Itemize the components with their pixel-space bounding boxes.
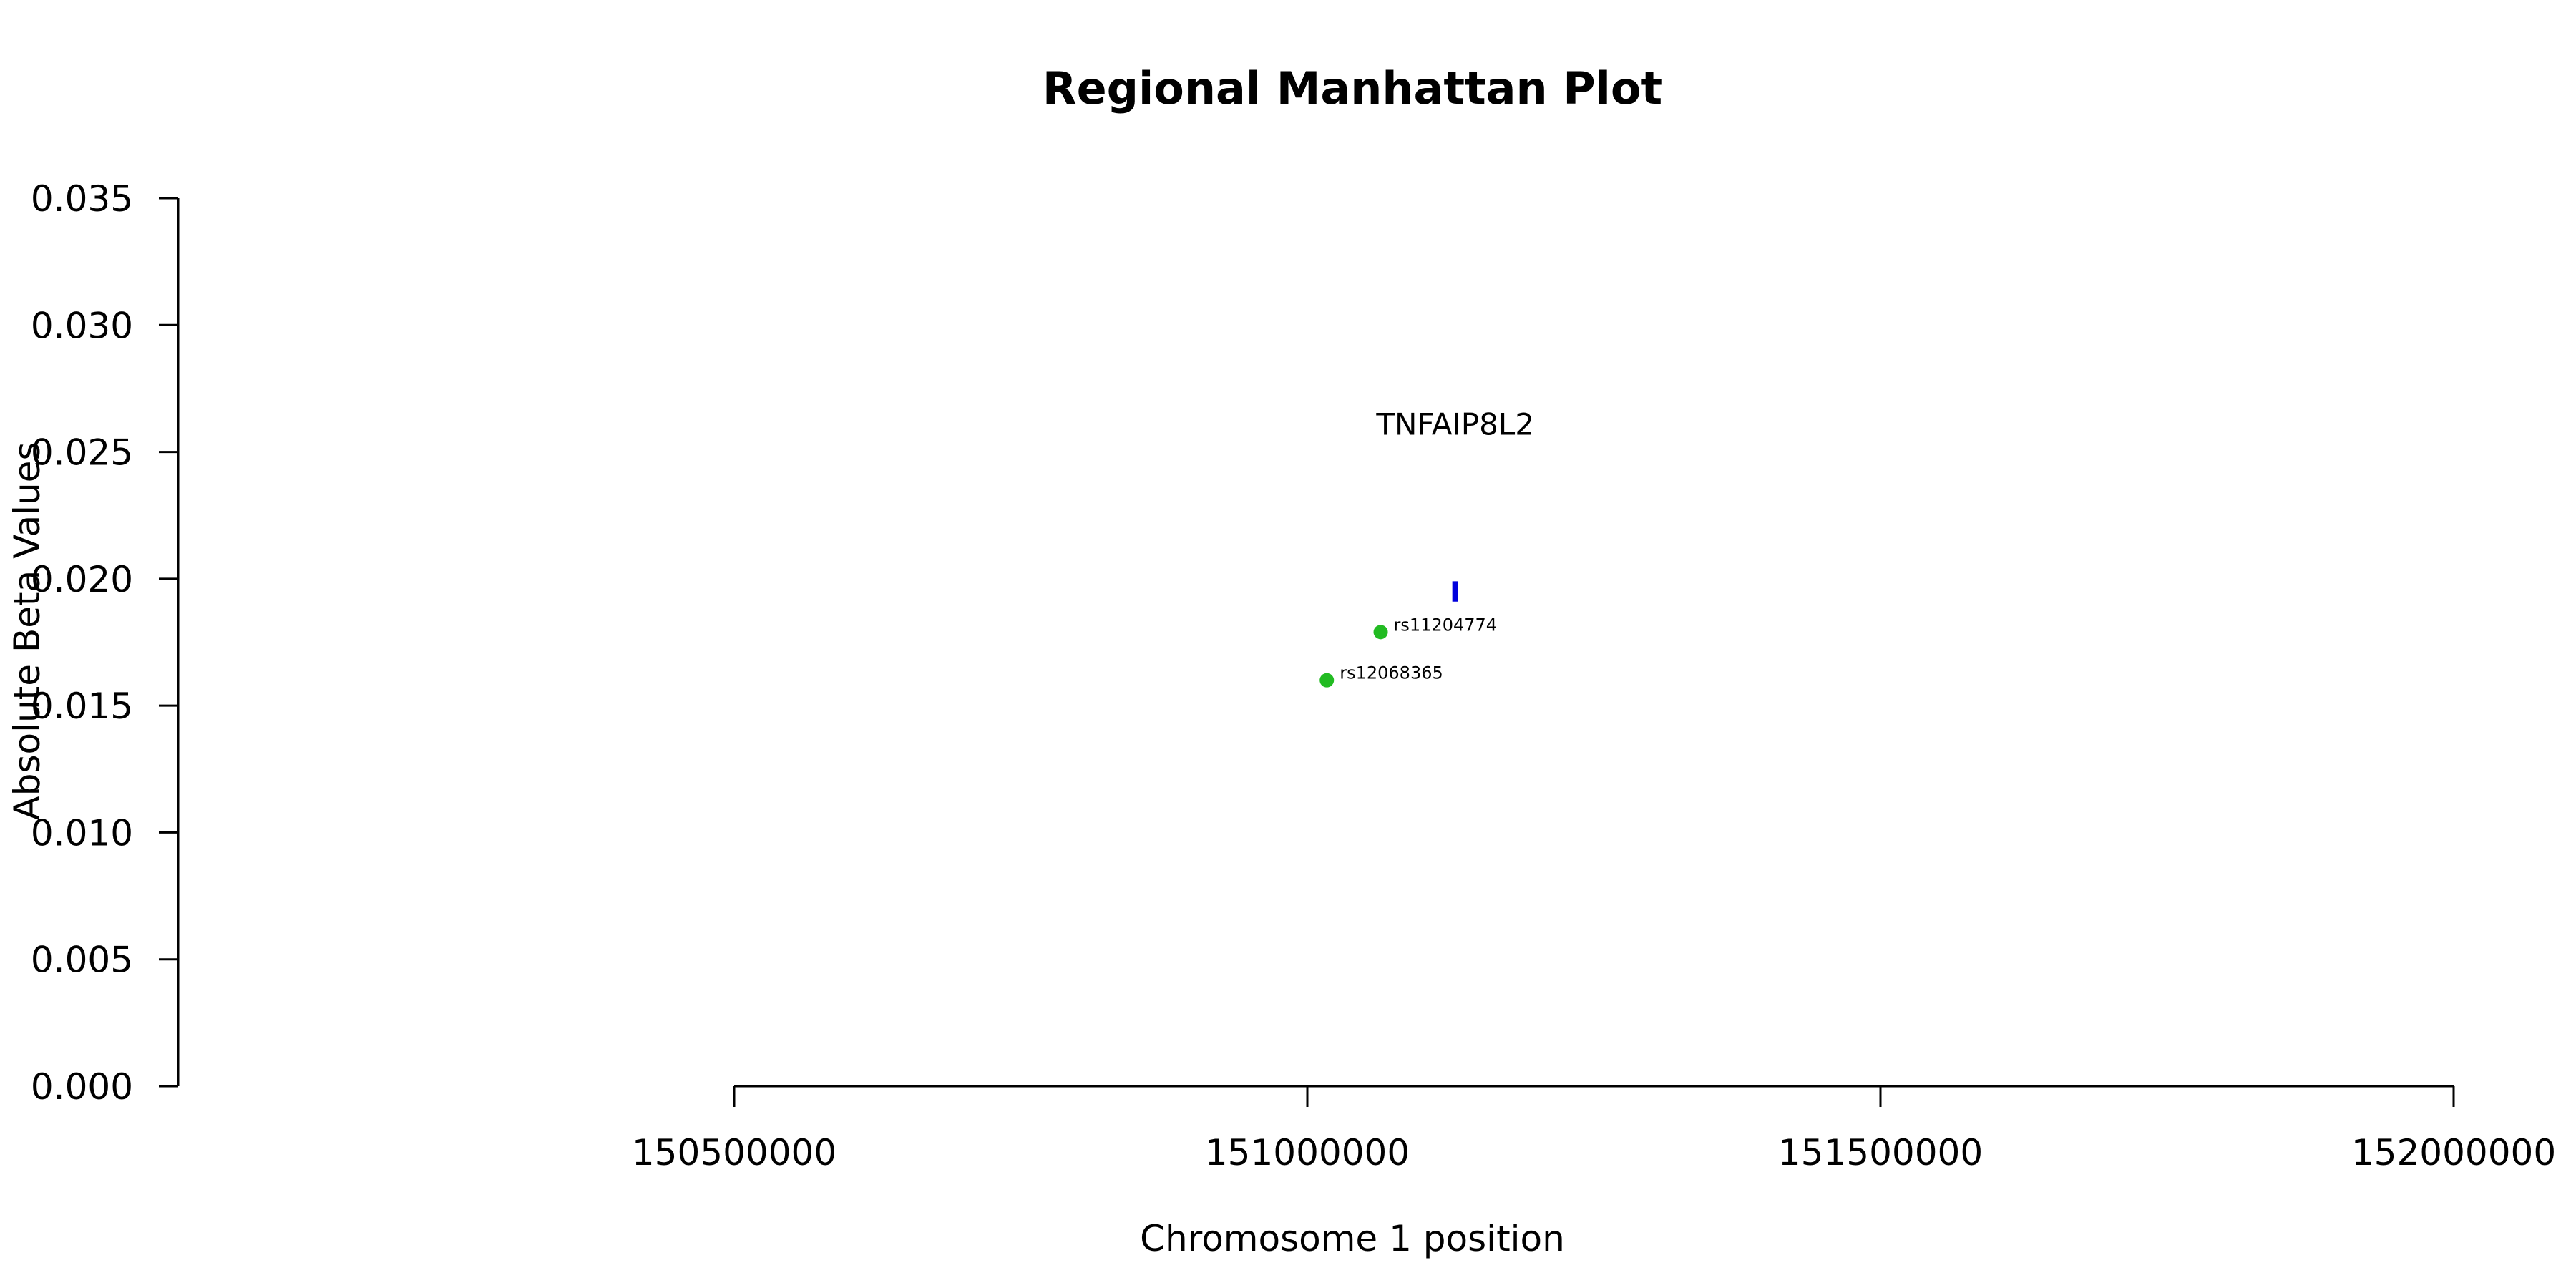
x-tick-label: 152000000	[2351, 1132, 2556, 1174]
snp-point	[1319, 673, 1335, 688]
x-axis: 150500000 151000000 151500000 152000000	[632, 1085, 2556, 1174]
plot-marks: TNFAIP8L2 rs11204774 rs12068365	[1319, 407, 1534, 688]
snp-label: rs11204774	[1394, 615, 1498, 635]
y-tick-label: 0.015	[31, 686, 133, 727]
y-axis: 0.000 0.005 0.010 0.015 0.020 0.025 0.030 0.035	[31, 178, 180, 1108]
x-axis-label: Chromosome 1 position	[1140, 1218, 1565, 1259]
x-tick-label: 151500000	[1778, 1132, 1983, 1174]
snp-label: rs12068365	[1340, 663, 1443, 683]
y-tick-label: 0.025	[31, 432, 133, 474]
y-tick-label: 0.035	[31, 178, 133, 220]
y-axis-label: Absolute Beta Values	[6, 442, 48, 821]
y-tick-label: 0.000	[31, 1066, 133, 1108]
gene-label: TNFAIP8L2	[1375, 407, 1534, 442]
snp-point	[1373, 625, 1388, 640]
chart-title: Regional Manhattan Plot	[1043, 62, 1662, 114]
y-tick-label: 0.020	[31, 559, 133, 600]
y-tick-label: 0.030	[31, 305, 133, 346]
y-tick-label: 0.010	[31, 812, 133, 854]
x-tick-label: 150500000	[632, 1132, 836, 1174]
x-tick-label: 151000000	[1205, 1132, 1410, 1174]
y-tick-label: 0.005	[31, 940, 133, 981]
